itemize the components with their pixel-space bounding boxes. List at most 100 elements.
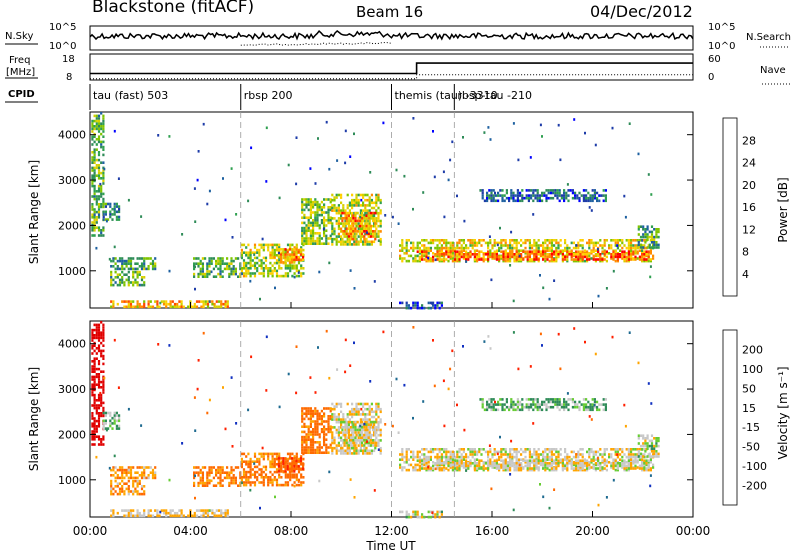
range-gate-cell xyxy=(405,304,408,307)
range-gate-cell xyxy=(136,273,139,276)
range-gate-cell xyxy=(109,422,112,425)
range-gate-cell xyxy=(608,455,611,459)
range-gate-cell xyxy=(482,253,485,256)
range-gate-cell xyxy=(333,436,336,440)
range-gate-cell xyxy=(115,205,118,208)
range-gate-cell xyxy=(118,215,121,219)
range-gate-cell xyxy=(100,341,103,345)
range-gate-cell xyxy=(366,240,369,244)
range-gate-cell xyxy=(511,239,514,242)
range-gate-cell xyxy=(314,428,317,431)
range-gate-cell xyxy=(646,228,649,231)
range-gate-cell xyxy=(559,239,562,242)
range-gate-cell xyxy=(500,246,503,250)
range-gate-cell xyxy=(220,300,223,303)
range-gate-cell xyxy=(199,267,202,271)
range-gate-cell xyxy=(110,259,113,263)
range-gate-cell xyxy=(193,275,196,278)
range-gate-cell xyxy=(110,487,113,491)
range-gate-cell xyxy=(429,259,432,263)
range-gate-cell xyxy=(102,200,105,203)
range-gate-cell xyxy=(558,191,561,195)
range-gate-cell xyxy=(125,468,128,472)
range-gate-cell xyxy=(95,373,98,376)
range-gate-cell xyxy=(352,426,355,429)
range-gate-cell xyxy=(239,481,242,485)
range-gate-cell xyxy=(625,461,628,464)
range-gate-cell xyxy=(504,255,507,259)
range-gate-cell xyxy=(599,255,602,259)
range-gate-cell xyxy=(132,482,135,485)
range-gate-cell xyxy=(528,250,531,253)
range-gate-cell xyxy=(140,276,144,279)
range-gate-cell xyxy=(335,449,338,453)
range-gate-cell xyxy=(295,250,298,254)
range-gate-cell xyxy=(301,200,304,204)
range-gate-cell xyxy=(643,258,646,261)
range-gate-cell xyxy=(636,455,639,459)
range-gate-cell xyxy=(333,204,336,207)
range-gate-cell xyxy=(226,305,229,309)
range-gate-cell xyxy=(102,370,105,373)
range-gate-cell xyxy=(566,258,569,261)
range-gate-cell xyxy=(421,255,424,259)
range-gate-cell xyxy=(377,214,380,218)
range-gate-cell xyxy=(621,462,624,465)
range-gate-cell xyxy=(497,194,500,197)
range-gate-cell xyxy=(302,255,305,259)
range-gate-cell xyxy=(639,235,643,239)
range-gate-cell xyxy=(301,412,304,415)
range-gate-cell xyxy=(451,453,454,456)
range-gate-cell xyxy=(123,476,126,480)
range-gate-cell xyxy=(140,267,144,271)
range-gate-cell xyxy=(136,281,139,284)
range-gate-cell xyxy=(443,448,446,451)
range-gate-cell xyxy=(416,301,419,305)
range-gate-cell xyxy=(99,182,102,186)
range-gate-cell xyxy=(307,425,310,428)
range-gate-cell xyxy=(284,462,287,465)
range-gate-cell xyxy=(429,468,432,472)
range-gate-cell xyxy=(300,473,303,476)
range-gate-cell xyxy=(590,209,593,212)
range-gate-cell xyxy=(309,208,312,212)
range-gate-cell xyxy=(230,471,233,474)
range-gate-cell xyxy=(307,239,310,243)
range-gate-cell xyxy=(295,182,298,186)
range-gate-cell xyxy=(305,234,308,238)
range-gate-cell xyxy=(574,194,577,197)
range-gate-cell xyxy=(447,450,450,454)
range-gate-cell xyxy=(614,464,617,468)
cpid-segment-label: themis (tau) -3310 xyxy=(395,89,498,102)
range-gate-cell xyxy=(102,380,105,384)
range-gate-cell xyxy=(353,287,356,290)
range-gate-cell xyxy=(348,418,351,421)
range-gate-cell xyxy=(590,252,593,255)
range-gate-cell xyxy=(114,257,117,260)
range-gate-cell xyxy=(347,211,350,215)
range-gate-cell xyxy=(353,198,356,202)
range-gate-cell xyxy=(597,250,600,253)
range-gate-cell xyxy=(405,252,408,255)
range-gate-cell xyxy=(634,453,637,456)
range-gate-cell xyxy=(309,446,312,449)
range-gate-cell xyxy=(93,158,96,162)
range-gate-cell xyxy=(335,209,338,212)
range-gate-cell xyxy=(195,257,198,260)
range-gate-cell xyxy=(230,272,233,276)
range-gate-cell xyxy=(109,202,112,206)
range-gate-cell xyxy=(374,428,377,432)
range-gate-cell xyxy=(451,259,454,263)
range-gate-cell xyxy=(151,259,155,263)
range-gate-cell xyxy=(271,460,274,463)
range-gate-cell xyxy=(264,267,268,270)
range-gate-cell xyxy=(242,468,246,471)
range-gate-cell xyxy=(542,258,545,261)
range-gate-cell xyxy=(645,463,648,467)
range-gate-cell xyxy=(401,458,404,461)
range-gate-cell xyxy=(100,122,103,125)
range-gate-cell xyxy=(487,253,490,256)
range-gate-cell xyxy=(582,189,585,192)
range-gate-cell xyxy=(498,468,501,472)
range-gate-cell xyxy=(323,221,326,225)
